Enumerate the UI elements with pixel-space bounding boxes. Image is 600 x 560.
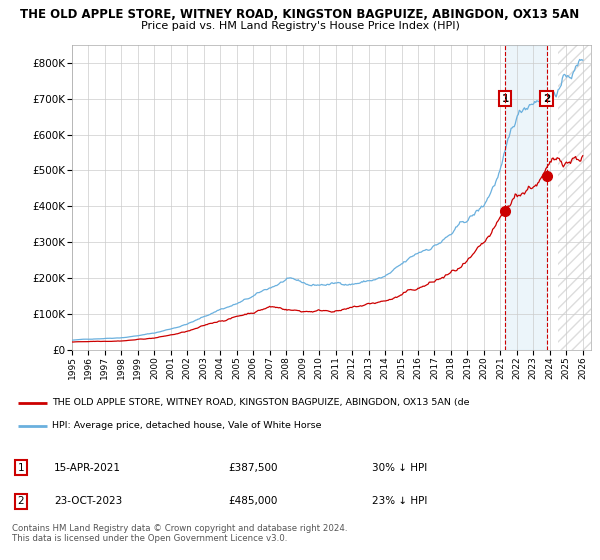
Text: Contains HM Land Registry data © Crown copyright and database right 2024.
This d: Contains HM Land Registry data © Crown c… [12,524,347,543]
Text: HPI: Average price, detached house, Vale of White Horse: HPI: Average price, detached house, Vale… [52,422,322,431]
Text: 1: 1 [502,94,509,104]
Text: 15-APR-2021: 15-APR-2021 [54,463,121,473]
Text: 30% ↓ HPI: 30% ↓ HPI [372,463,427,473]
Text: £485,000: £485,000 [228,496,277,506]
Bar [505,45,547,350]
Text: Price paid vs. HM Land Registry's House Price Index (HPI): Price paid vs. HM Land Registry's House … [140,21,460,31]
Text: THE OLD APPLE STORE, WITNEY ROAD, KINGSTON BAGPUIZE, ABINGDON, OX13 5AN (de: THE OLD APPLE STORE, WITNEY ROAD, KINGST… [52,398,470,407]
Text: THE OLD APPLE STORE, WITNEY ROAD, KINGSTON BAGPUIZE, ABINGDON, OX13 5AN: THE OLD APPLE STORE, WITNEY ROAD, KINGST… [20,8,580,21]
Text: 23-OCT-2023: 23-OCT-2023 [54,496,122,506]
Text: 1: 1 [17,463,25,473]
Text: £387,500: £387,500 [228,463,277,473]
Text: 2: 2 [17,496,25,506]
Text: 23% ↓ HPI: 23% ↓ HPI [372,496,427,506]
Text: 2: 2 [543,94,550,104]
